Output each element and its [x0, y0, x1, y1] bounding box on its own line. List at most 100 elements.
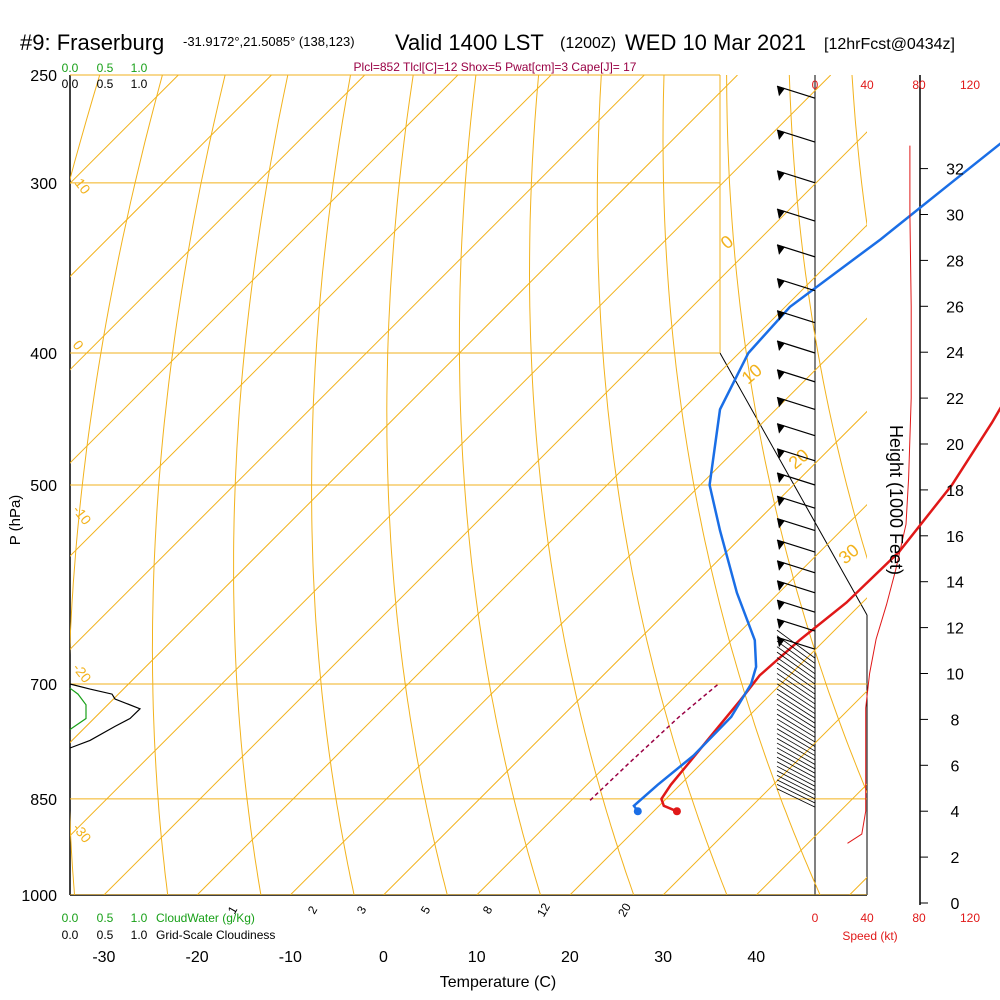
wind-barb-staff	[776, 775, 816, 796]
wind-barb-staff	[776, 733, 816, 756]
speed-tick-bottom: 40	[860, 911, 874, 925]
dry-adiabat-310	[596, 75, 728, 895]
cloudwater-tick-top: 0.0	[62, 61, 79, 75]
dry-adiabat-330	[726, 75, 867, 794]
wind-barb-staff	[776, 678, 816, 705]
wind-barb-staff	[776, 629, 816, 659]
isotherm--80	[70, 75, 459, 464]
temp-tick-label: 30	[654, 949, 672, 966]
pressure-tick-label: 500	[30, 478, 57, 495]
temp-tick-label: -30	[92, 949, 115, 966]
title-station: #9: Fraserburg	[20, 30, 164, 55]
cloudwater-tick-top: 1.0	[131, 61, 148, 75]
wind-barb	[776, 448, 816, 462]
cloudwater-tick-bottom: 0.0	[62, 911, 79, 925]
height-tick-label: 12	[946, 621, 964, 638]
wind-barb-staff	[776, 765, 816, 787]
dry-adiabat-260	[233, 75, 289, 895]
wind-barb-staff	[776, 693, 816, 719]
wind-barb	[776, 396, 816, 410]
x-axis-label: Temperature (C)	[440, 974, 556, 991]
height-tick-label: 18	[946, 483, 964, 500]
wind-barb	[776, 340, 816, 354]
wind-barb	[776, 244, 816, 258]
mixing-ratio-label: 2	[305, 903, 321, 916]
wind-barb-flag	[777, 600, 785, 611]
pressure-tick-label: 400	[30, 346, 57, 363]
speed-line	[847, 145, 912, 844]
wind-barb	[776, 85, 816, 99]
wind-barb-staff	[776, 756, 816, 778]
isotherm-20	[569, 597, 867, 895]
dry-adiabat-320	[662, 75, 821, 895]
height-tick-label: 4	[951, 804, 960, 821]
wind-barb-staff	[776, 667, 816, 695]
isobar-lines	[70, 182, 867, 895]
wind-barb-flag	[777, 397, 785, 408]
wind-barb-flag	[777, 369, 785, 380]
wind-barb-flag	[777, 170, 785, 181]
wind-barb	[776, 129, 816, 143]
wind-barb-flag	[777, 278, 785, 289]
diagonal-frame-line	[719, 352, 868, 616]
temp-tick-label: -20	[186, 949, 209, 966]
title-valid: Valid 1400 LST	[395, 30, 544, 55]
speed-axis-label: Speed (kt)	[842, 929, 897, 943]
cloudiness-tick-bottom: 0.0	[62, 928, 79, 942]
isotherm--60	[70, 75, 645, 651]
isotherm-30	[662, 690, 867, 895]
parcel-line	[589, 683, 719, 801]
height-axis-label: Height (1000 Feet)	[886, 425, 906, 575]
wind-barb	[776, 580, 816, 594]
wind-barb	[776, 310, 816, 324]
temp-tick-label: 40	[747, 949, 765, 966]
pressure-tick-label: 1000	[21, 888, 57, 905]
dry-adiabat-label: 30	[835, 540, 863, 568]
cloudwater-tick-top: 0.5	[97, 61, 114, 75]
wind-barb-staff	[776, 737, 816, 761]
dry-adiabat-290	[458, 75, 541, 895]
wind-barb-staff	[776, 683, 816, 710]
height-tick-label: 20	[946, 437, 964, 454]
title-forecast: [12hrFcst@0434z]	[824, 36, 955, 53]
height-tick-label: 30	[946, 208, 964, 225]
speed-tick-bottom: 0	[812, 911, 819, 925]
temperature-line	[660, 406, 1000, 813]
height-tick-label: 6	[951, 758, 960, 775]
pressure-tick-label: 300	[30, 176, 57, 193]
mixing-ratio-1	[224, 353, 669, 895]
isotherm-label: -20	[70, 660, 95, 686]
wind-barb-staff	[776, 688, 816, 715]
mixing-ratio-label: 20	[615, 900, 634, 919]
wind-barb-staff	[776, 718, 816, 743]
wind-barb-flag	[777, 209, 785, 220]
wind-barb-staff	[776, 673, 816, 700]
pressure-tick-label: 850	[30, 792, 57, 809]
speed-tick-top: 0	[812, 78, 819, 92]
speed-tick-bottom: 120	[960, 911, 980, 925]
wind-barb	[776, 170, 816, 184]
isotherm--40	[70, 75, 832, 837]
wind-barb-staff	[776, 783, 816, 804]
temp-tick-label: 10	[468, 949, 486, 966]
wind-barb-flag	[777, 619, 785, 630]
cloudiness-line	[69, 683, 142, 749]
cloudwater-label: CloudWater (g/Kg)	[156, 911, 255, 925]
cloudiness-tick-top: 1.0	[131, 77, 148, 91]
speed-tick-top: 80	[912, 78, 926, 92]
wind-barb-staff	[776, 662, 816, 690]
cloudwater-line	[69, 687, 87, 730]
temp-tick-label: 0	[379, 949, 388, 966]
wind-barb-flag	[777, 130, 785, 141]
wind-barb-staff	[776, 723, 816, 747]
height-tick-label: 8	[951, 712, 960, 729]
dry-adiabat-350	[851, 75, 867, 228]
height-tick-label: 22	[946, 391, 964, 408]
isotherm--70	[70, 75, 552, 557]
isotherm--10	[289, 317, 867, 895]
height-tick-label: 26	[946, 299, 964, 316]
wind-barb	[776, 560, 816, 574]
wind-barb-staff	[776, 747, 816, 770]
wind-barb	[776, 423, 816, 437]
